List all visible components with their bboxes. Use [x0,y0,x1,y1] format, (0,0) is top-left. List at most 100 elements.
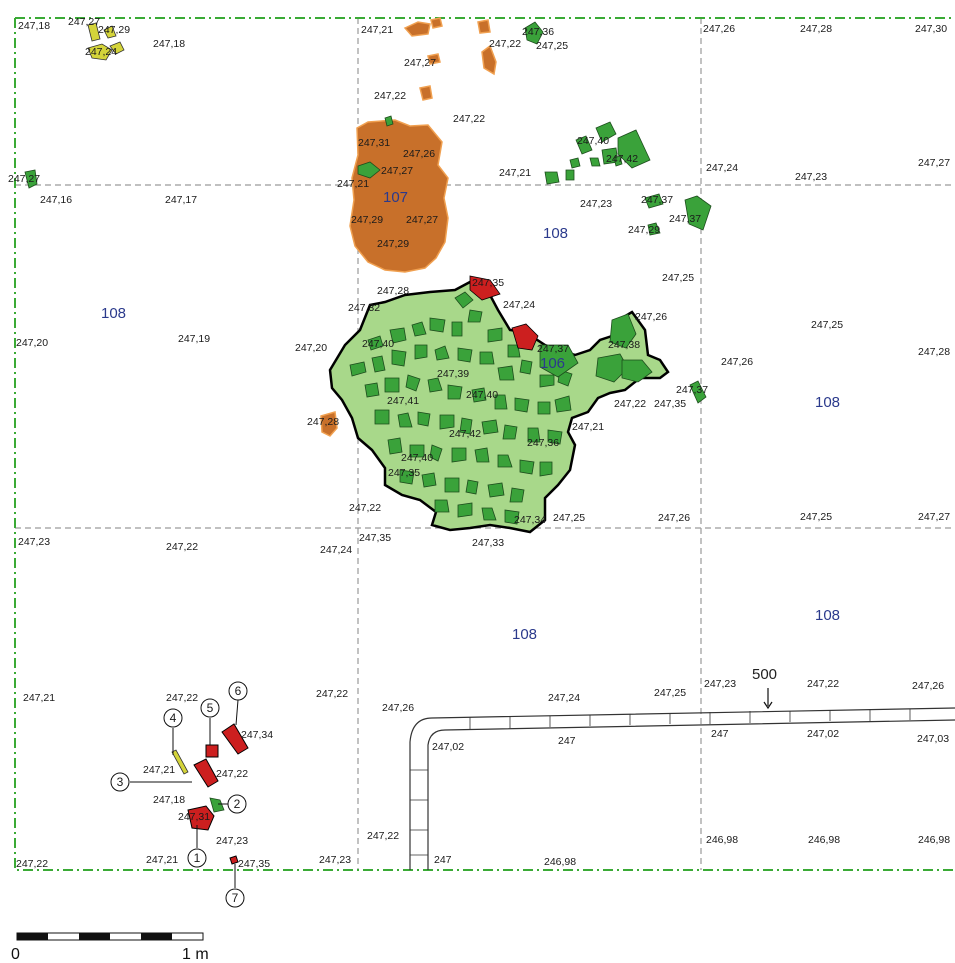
find-4-label: 4 [170,711,177,725]
elevation: 247,34 [514,514,546,526]
elevation: 247,24 [706,162,738,174]
elevation: 247,03 [917,733,949,745]
scale-bar-end-label: 1 m [182,946,209,963]
structure-500-wall [409,688,955,870]
elevation: 247,28 [307,416,339,428]
elevation: 247,40 [362,338,394,350]
elevation: 247,26 [635,311,667,323]
elevation: 247,26 [912,680,944,692]
elevation: 246,98 [918,834,950,846]
elevation: 247,27 [918,157,950,169]
elevation: 247,26 [403,148,435,160]
elevation: 247,28 [800,23,832,35]
elevation: 247,22 [166,541,198,553]
find-2-label: 2 [234,797,241,811]
elevation: 247,18 [153,794,185,806]
elevation: 247,26 [703,23,735,35]
elevation: 247,31 [178,811,210,823]
elevation: 247,22 [374,90,406,102]
context-108-label: 108 [101,305,126,322]
elevation: 247,22 [807,678,839,690]
feature-106-stone-spread [328,275,670,534]
elevation: 247,35 [359,532,391,544]
elevation: 247,35 [654,398,686,410]
feature-107-deposit [320,17,497,437]
elevation: 247,21 [146,854,178,866]
find-1-label: 1 [194,851,201,865]
elevation: 247,21 [572,421,604,433]
elevation: 247,40 [577,135,609,147]
elevation: 247,18 [153,38,185,50]
elevation-labels: 247,18 247,27 247,29 247,24 247,18 247,2… [8,16,950,870]
elevation: 247,42 [606,153,638,165]
context-107-label: 107 [383,189,408,206]
elevation: 247,30 [915,23,947,35]
elevation: 246,98 [706,834,738,846]
context-106-label: 106 [540,355,565,372]
elevation: 247,37 [537,343,569,355]
elevation: 247 [558,735,576,747]
elevation: 247,25 [654,687,686,699]
elevation: 247,24 [320,544,352,556]
elevation: 247,22 [614,398,646,410]
elevation: 247,35 [388,467,420,479]
elevation: 247,35 [472,277,504,289]
elevation: 247,29 [628,224,660,236]
elevation: 247,25 [811,319,843,331]
find-callout-lines [130,699,239,888]
elevation: 247,25 [536,40,568,52]
context-labels: 107 108 108 108 108 108 106 500 [101,189,840,683]
scale-bar: 0 1 m [11,932,209,963]
elevation: 247,23 [795,171,827,183]
elevation: 247,40 [466,389,498,401]
elevation: 247,29 [98,24,130,36]
elevation: 247,22 [166,692,198,704]
elevation: 247,23 [580,198,612,210]
yellow-finds [87,22,189,775]
elevation: 247,21 [499,167,531,179]
elevation: 247,21 [23,692,55,704]
elevation: 247,23 [319,854,351,866]
red-finds [187,723,249,865]
elevation: 247,37 [641,194,673,206]
elevation: 247,35 [238,858,270,870]
elevation: 247,17 [165,194,197,206]
elevation: 247,23 [216,835,248,847]
find-5-label: 5 [207,701,214,715]
elevation: 247,27 [918,511,950,523]
elevation: 247,27 [381,165,413,177]
find-7-label: 7 [232,891,239,905]
elevation: 247,26 [721,356,753,368]
elevation: 247,31 [358,137,390,149]
elevation: 246,98 [544,856,576,868]
elevation: 247,27 [404,57,436,69]
elevation: 247,21 [337,178,369,190]
elevation: 247,25 [553,512,585,524]
elevation: 247,27 [406,214,438,226]
elevation: 247,25 [800,511,832,523]
elevation: 246,98 [808,834,840,846]
elevation: 247,18 [18,20,50,32]
elevation: 247,28 [377,285,409,297]
elevation: 247,25 [662,272,694,284]
elevation: 247,22 [367,830,399,842]
elevation: 247,36 [527,437,559,449]
elevation: 247,36 [522,26,554,38]
elevation: 247,24 [548,692,580,704]
scale-bar-start-label: 0 [11,946,20,963]
elevation: 247,23 [18,536,50,548]
elevation: 247,37 [676,384,708,396]
elevation: 247,39 [437,368,469,380]
context-108-label: 108 [512,626,537,643]
find-markers [110,681,248,908]
elevation: 247,27 [8,173,40,185]
elevation: 247,22 [349,502,381,514]
elevation: 247,40 [401,452,433,464]
find-6-label: 6 [235,684,242,698]
elevation: 247,34 [241,729,273,741]
context-108-label: 108 [815,394,840,411]
elevation: 247,22 [316,688,348,700]
excavation-boundary [14,17,955,871]
